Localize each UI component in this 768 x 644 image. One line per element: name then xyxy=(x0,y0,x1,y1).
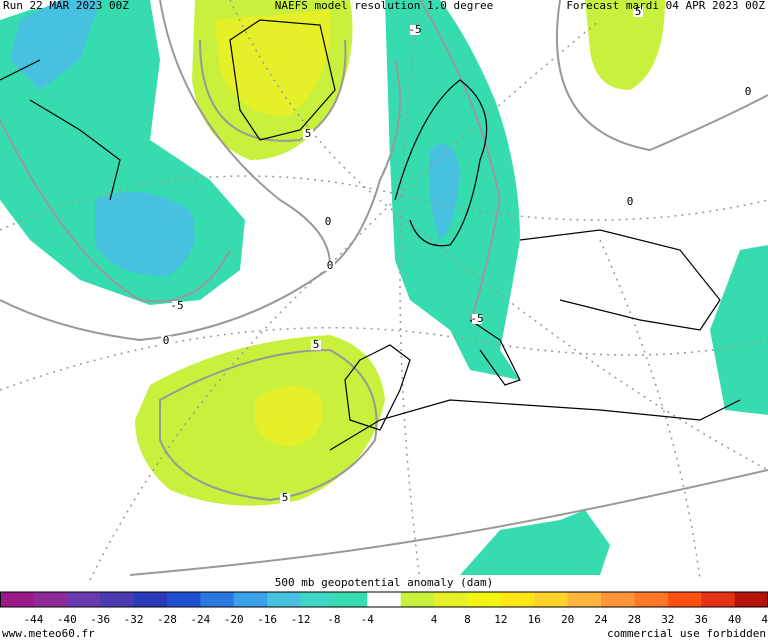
contour xyxy=(159,0,331,266)
colorbar-swatch xyxy=(534,592,569,607)
colorbar-label: 36 xyxy=(695,613,708,626)
colorbar-label: 16 xyxy=(528,613,541,626)
contour-label-bg xyxy=(743,87,753,97)
colorbar-swatch xyxy=(200,592,235,607)
anomaly-area xyxy=(255,386,323,446)
colorbar-swatch xyxy=(66,592,101,607)
contour-label-bg xyxy=(472,314,482,324)
contour-label: 0 xyxy=(745,85,752,98)
contour-label-bg xyxy=(410,25,420,35)
contour-label: 5 xyxy=(313,338,320,351)
colorbar-swatch xyxy=(467,592,502,607)
colorbar-swatch xyxy=(267,592,302,607)
colorbar-swatch xyxy=(567,592,602,607)
colorbar-label: -8 xyxy=(327,613,340,626)
contour xyxy=(419,0,502,321)
notice-label: commercial use forbidden xyxy=(607,627,766,640)
anomaly-area xyxy=(215,10,331,116)
colorbar-label: 12 xyxy=(494,613,507,626)
colorbar-label: -40 xyxy=(57,613,77,626)
contour-label: -5 xyxy=(470,312,483,325)
contour-label-bg xyxy=(311,340,321,350)
colorbar-label: -44 xyxy=(23,613,43,626)
run-label: Run 22 MAR 2023 00Z xyxy=(3,0,129,12)
colorbar-label: 44 xyxy=(761,613,768,626)
colorbar-label: 8 xyxy=(464,613,471,626)
colorbar-swatch xyxy=(33,592,68,607)
colorbar-swatch xyxy=(601,592,635,607)
colorbar-swatch xyxy=(367,592,402,607)
anomaly-area xyxy=(428,143,460,240)
colorbar-label: -36 xyxy=(90,613,110,626)
anomaly-area xyxy=(710,245,768,415)
colorbar-label: -24 xyxy=(190,613,210,626)
contour-label-bg xyxy=(633,7,643,17)
colorbar-swatch xyxy=(701,592,736,607)
colorbar-swatch xyxy=(667,592,702,607)
contour xyxy=(555,0,768,152)
colorbar-swatch xyxy=(434,592,468,607)
contour-label-layer: 5 -5 0 0 0 -5 5 5 -5 0 0 5 xyxy=(161,5,753,504)
colorbar-label: 28 xyxy=(628,613,641,626)
colorbar-label: 40 xyxy=(728,613,741,626)
contour xyxy=(199,39,347,142)
contour xyxy=(129,469,768,576)
colorbar-label: 4 xyxy=(431,613,438,626)
contour xyxy=(0,59,401,342)
colorbar-label: -20 xyxy=(224,613,244,626)
contour-label-bg xyxy=(323,217,333,227)
colorbar-label: -12 xyxy=(291,613,311,626)
contour-label: 5 xyxy=(282,491,289,504)
model-label: NAEFS model resolution 1.0 degree xyxy=(275,0,494,12)
contour-label: -5 xyxy=(170,299,183,312)
contour-label-bg xyxy=(325,261,335,271)
colorbar-label: 20 xyxy=(561,613,574,626)
colorbar: -44 -40 -36 -32 -28 -24 -20 -16 -12 -8 -4 4 8 12 16 20 2… xyxy=(0,591,768,626)
coastlines xyxy=(0,19,741,451)
contour-label: 5 xyxy=(635,5,642,18)
contour-label: 0 xyxy=(163,334,170,347)
contour-label-bg xyxy=(280,493,290,503)
anomaly-area xyxy=(585,0,665,90)
contours xyxy=(0,0,768,576)
anomaly-area xyxy=(460,510,610,575)
colorbar-swatch xyxy=(400,592,435,607)
colorbar-title: 500 mb geopotential anomaly (dam) xyxy=(275,576,494,589)
colorbar-title-bg xyxy=(268,576,500,589)
colorbar-swatch xyxy=(133,592,168,607)
colorbar-label: -16 xyxy=(257,613,277,626)
colorbar-swatch xyxy=(233,592,268,607)
contour xyxy=(159,348,378,502)
contour-label-bg xyxy=(172,301,182,311)
forecast-label: Forecast mardi 04 APR 2023 00Z xyxy=(566,0,765,12)
colorbar-label: 32 xyxy=(661,613,674,626)
contour-label-bg xyxy=(161,336,171,346)
contour-label: 0 xyxy=(325,215,332,228)
colorbar-swatch xyxy=(734,592,768,607)
colorbar-swatch xyxy=(0,592,34,607)
colorbar-swatch xyxy=(300,592,335,607)
colorbar-swatch xyxy=(100,592,135,607)
colorbar-swatch xyxy=(500,592,535,607)
anomaly-area xyxy=(95,192,195,276)
contour-label: 5 xyxy=(305,127,312,140)
colorbar-swatch xyxy=(166,592,201,607)
colorbar-label: -32 xyxy=(124,613,144,626)
colorbar-swatch xyxy=(634,592,669,607)
anomaly-area xyxy=(10,0,100,90)
colorbar-label: -28 xyxy=(157,613,177,626)
colorbar-swatch xyxy=(333,592,368,607)
site-label: www.meteo60.fr xyxy=(2,627,95,640)
colorbar-label: -4 xyxy=(361,613,375,626)
contour-label: 0 xyxy=(327,259,334,272)
graticule xyxy=(0,0,768,581)
contour-label-bg xyxy=(625,197,635,207)
contour-label: 0 xyxy=(627,195,634,208)
contour-label-bg xyxy=(303,129,313,139)
contour-label: -5 xyxy=(408,23,421,36)
map-fields xyxy=(0,0,768,575)
contour xyxy=(0,119,231,303)
colorbar-label: 24 xyxy=(594,613,608,626)
